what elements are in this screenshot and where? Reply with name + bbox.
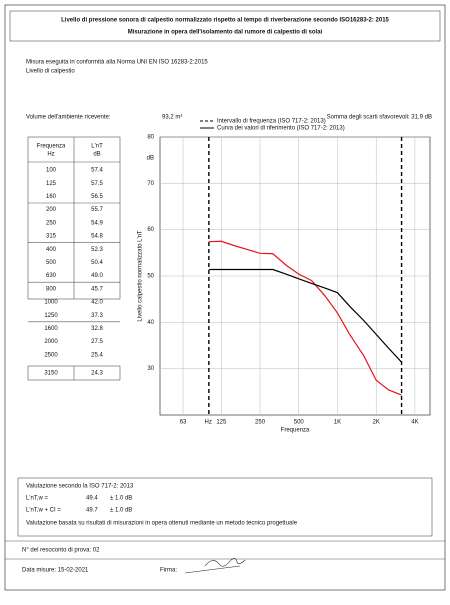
table-cell: 200	[46, 207, 57, 213]
y-axis-label: Livello calpestio normalizzato L'nT	[138, 230, 144, 322]
eval-value: 49.7	[86, 508, 98, 514]
volume: 93,2 m³	[162, 115, 182, 121]
y-tick-label: 40	[147, 320, 154, 326]
table-cell: 2500	[44, 352, 58, 358]
y-tick-label: 50	[147, 274, 154, 280]
table-cell: 57.4	[91, 168, 103, 174]
eval-label: L'nT,w + CI =	[26, 508, 61, 514]
info-norm: Misura eseguita in conformità alla Norma…	[26, 60, 208, 66]
x-tick-label: 500	[294, 420, 305, 426]
volume-label: Volume dell'ambiente ricevente:	[26, 115, 111, 121]
table-cell: 54.9	[91, 220, 103, 226]
x-tick-label: 63	[180, 420, 187, 426]
table-cell: 37.3	[91, 313, 103, 319]
table-cell: 125	[46, 181, 57, 187]
table-header: L'nT	[91, 144, 103, 150]
evaluation-box	[17, 477, 433, 537]
table-cell: 3150	[44, 371, 58, 377]
table-cell: 630	[46, 273, 57, 279]
table-cell: 50.4	[91, 260, 103, 266]
x-tick-label: 1K	[334, 420, 341, 426]
table-cell: 25.4	[91, 352, 103, 358]
y-tick-label: 30	[147, 366, 154, 372]
table-cell: 49.0	[91, 273, 103, 279]
table-cell: 32.8	[91, 326, 103, 332]
table-cell: 315	[46, 234, 57, 240]
legend-label: Intervallo di frequenza (ISO 717-2: 2013…	[217, 119, 326, 125]
x-tick-label: 2K	[373, 420, 380, 426]
report-number: N° del resoconto di prova: 02	[22, 548, 100, 554]
table-cell: 52.3	[91, 247, 103, 253]
table-cell: 27.5	[91, 339, 103, 345]
x-axis-label: Frequenza	[281, 428, 310, 434]
table-cell: 54.8	[91, 234, 103, 240]
header-box	[9, 10, 441, 42]
x-tick-label: 4K	[411, 420, 418, 426]
signature	[184, 558, 246, 574]
series-line	[208, 268, 403, 363]
series-line	[208, 240, 402, 396]
table-cell: 1250	[44, 313, 58, 319]
y-tick-label: 60	[147, 227, 154, 233]
y-tick-label: 70	[147, 181, 154, 187]
table-cell: 250	[46, 220, 57, 226]
eval-tol: ± 1.0 dB	[110, 508, 132, 514]
page-border	[4, 4, 446, 591]
evaluation-title: Valutazione secondo la ISO 717-2: 2013	[26, 484, 134, 490]
table-header: dB	[93, 152, 100, 158]
title: Livello di pressione sonora di calpestio…	[61, 18, 389, 24]
subtitle: Misurazione in opera dell'isolamento dal…	[128, 30, 323, 36]
eval-label: L'nT,w =	[26, 496, 48, 502]
table-cell: 400	[46, 247, 57, 253]
table-cell: 800	[46, 286, 57, 292]
table-cell: 500	[46, 260, 57, 266]
table-cell: 55.7	[91, 207, 103, 213]
eval-tol: ± 1.0 dB	[110, 496, 132, 502]
table-cell: 56.5	[91, 194, 103, 200]
table-header: Frequenza	[37, 144, 66, 150]
table-cell: 1600	[44, 326, 58, 332]
table: Frequenza Hz L'nT dB 100 57.4 125 57.5 160 56.5 20…	[27, 136, 121, 381]
table-cell: 160	[46, 194, 57, 200]
x-tick-label: 250	[255, 420, 266, 426]
table-cell: 24.3	[91, 371, 103, 377]
sum-deviations: Somma degli scarti sfavorevoli: 31,9 dB	[327, 115, 432, 121]
y-tick-label: 80	[147, 135, 154, 141]
signature-label: Firma:	[160, 568, 177, 574]
table-cell: 42.0	[91, 300, 103, 306]
table-cell: 45.7	[91, 286, 103, 292]
chart: 30 40 50 60 70 80 63 125 250 500 1K 2K 4K Hz Frequenza…	[138, 119, 431, 434]
info-measure: Livello di calpestio	[26, 69, 75, 75]
measure-date: Data misure: 15-02-2021	[22, 568, 89, 574]
table-header: Hz	[47, 152, 54, 158]
evaluation-note: Valutazione basata su risultati di misur…	[26, 521, 298, 527]
eval-value: 49.4	[86, 496, 98, 502]
table-cell: 2000	[44, 339, 58, 345]
table-cell: 1000	[44, 300, 58, 306]
table-cell: 57.5	[91, 181, 103, 187]
y-unit: dB	[147, 156, 154, 162]
table-cell: 100	[46, 168, 57, 174]
x-unit: Hz	[205, 420, 212, 426]
legend-label: Curva dei valori di riferimento (ISO 717…	[217, 126, 345, 132]
x-tick-label: 125	[216, 420, 227, 426]
